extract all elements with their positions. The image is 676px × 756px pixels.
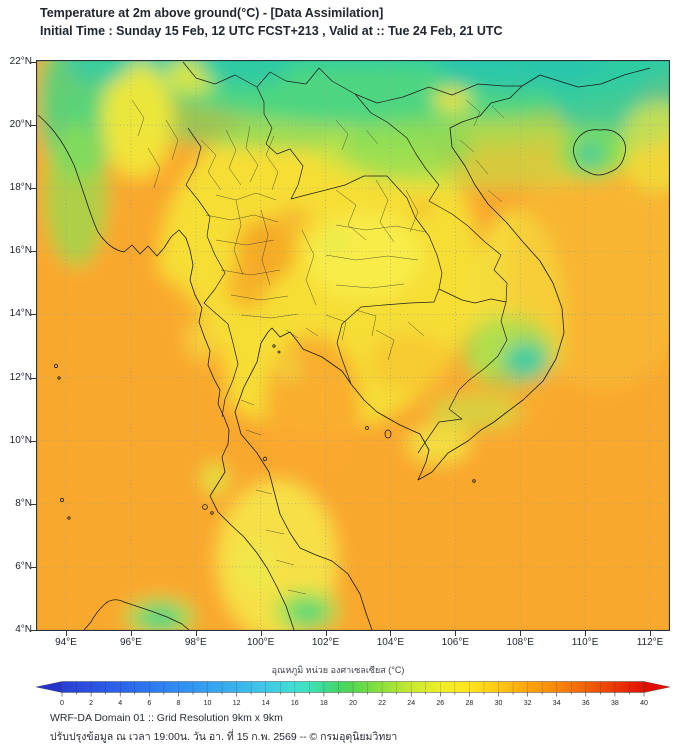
svg-text:0: 0: [60, 700, 64, 707]
gridlines: [36, 60, 670, 631]
svg-text:32: 32: [524, 700, 532, 707]
svg-text:12: 12: [233, 700, 241, 707]
lat-tick: [31, 629, 36, 631]
lon-label: 100°E: [246, 637, 275, 648]
svg-text:38: 38: [611, 700, 619, 707]
lat-label: 18°N: [9, 182, 32, 194]
svg-text:6: 6: [147, 700, 151, 707]
lon-label: 102°E: [311, 637, 340, 648]
coastlines: [37, 67, 651, 631]
lat-tick: [31, 188, 36, 190]
lat-tick: [31, 440, 36, 442]
lon-tick: [130, 631, 132, 636]
map-canvas: [36, 60, 670, 631]
svg-text:4: 4: [118, 700, 122, 707]
lat-tick: [31, 251, 36, 253]
lat-tick: [31, 314, 36, 316]
lon-label: 112°E: [636, 637, 664, 648]
svg-text:34: 34: [553, 700, 561, 707]
svg-text:14: 14: [262, 700, 270, 707]
lat-label: 4°N: [15, 623, 32, 635]
lat-label: 14°N: [9, 308, 32, 320]
colorbar-arrow-right: [643, 681, 670, 693]
footer-domain-info: WRF-DA Domain 01 :: Grid Resolution 9km …: [50, 712, 283, 724]
lon-label: 104°E: [376, 637, 405, 648]
lon-label: 94°E: [55, 637, 77, 648]
colorbar-ticks: [61, 692, 645, 697]
lat-tick: [31, 62, 36, 63]
page-title: Temperature at 2m above ground(°C) - [Da…: [40, 6, 384, 20]
lat-label: 6°N: [15, 560, 32, 572]
colorbar-title: อุณหภูมิ หน่วย องศาเซลเซียส (°C): [271, 665, 405, 675]
lon-tick: [195, 631, 197, 636]
page-subtitle: Initial Time : Sunday 15 Feb, 12 UTC FCS…: [40, 24, 503, 38]
colorbar-tick-labels: 0 2 4 6 8 10 12 14 16 18 20 22 24 26 28 30 32 34 36 38 40: [60, 700, 648, 707]
colorbar-arrow-left: [36, 681, 63, 693]
svg-text:24: 24: [407, 700, 415, 707]
lon-label: 106°E: [441, 637, 469, 648]
lon-label: 108°E: [506, 637, 534, 648]
lat-label: 22°N: [9, 56, 32, 67]
colorbar: 0 2 4 6 8 10 12 14 16 18 20 22 24 26 28 30 32 34 36 38 40: [36, 681, 670, 707]
svg-text:22: 22: [378, 700, 386, 707]
lon-tick: [650, 631, 651, 636]
svg-text:8: 8: [176, 700, 180, 707]
lon-tick: [66, 631, 67, 636]
lat-label: 20°N: [9, 119, 32, 131]
lat-label: 16°N: [9, 245, 32, 257]
lon-tick: [260, 631, 262, 636]
lat-tick: [31, 566, 36, 568]
lon-tick: [390, 631, 392, 636]
svg-text:2: 2: [89, 700, 93, 707]
colorbar-cell-lines: [76, 681, 630, 693]
lon-tick: [520, 631, 522, 636]
svg-text:18: 18: [320, 700, 328, 707]
map-frame: [36, 60, 670, 631]
lon-tick: [325, 631, 327, 636]
province-borders: [131, 99, 505, 595]
temperature-map-svg: [36, 60, 670, 631]
svg-text:26: 26: [436, 700, 444, 707]
lat-label: 10°N: [9, 434, 32, 446]
svg-text:16: 16: [291, 700, 299, 707]
lon-label: 98°E: [184, 637, 207, 648]
country-borders: [182, 61, 522, 454]
lat-label: 8°N: [15, 497, 32, 509]
lat-tick: [31, 503, 36, 505]
lat-tick: [31, 377, 36, 379]
temperature-field: [36, 60, 670, 631]
lon-tick: [455, 631, 457, 636]
lon-tick: [585, 631, 587, 636]
svg-text:30: 30: [495, 700, 503, 707]
svg-text:40: 40: [640, 700, 648, 707]
lat-tick: [31, 125, 36, 127]
svg-text:36: 36: [582, 700, 590, 707]
svg-text:20: 20: [349, 700, 357, 707]
svg-text:28: 28: [466, 700, 474, 707]
footer-update-info: ปรับปรุงข้อมูล ณ เวลา 19:00น. วัน อา. ที…: [50, 731, 398, 743]
lat-label: 12°N: [9, 371, 32, 383]
svg-text:10: 10: [204, 700, 212, 707]
lon-label: 96°E: [119, 637, 142, 648]
lon-label: 110°E: [571, 637, 599, 648]
